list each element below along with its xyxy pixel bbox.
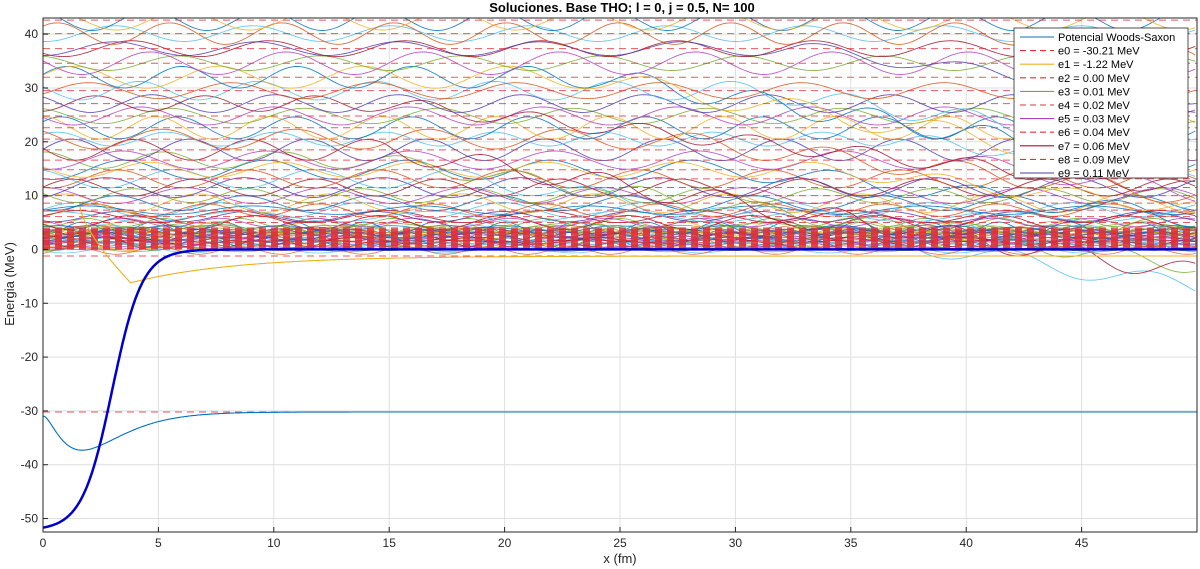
wavefunction-line	[43, 131, 1196, 177]
bound-state-e1-line	[79, 206, 1197, 284]
legend-label: e1 = -1.22 MeV	[1058, 59, 1134, 71]
y-tick-label: -40	[21, 458, 39, 472]
legend-label: e4 = 0.02 MeV	[1058, 100, 1131, 112]
legend-label: e5 = 0.03 MeV	[1058, 114, 1131, 126]
legend-label: e2 = 0.00 MeV	[1058, 73, 1131, 85]
wavefunction-line	[43, 55, 1196, 71]
y-tick-label: 0	[31, 242, 38, 256]
wavefunction-line	[43, 202, 1196, 219]
wavefunction-line	[43, 169, 1196, 189]
wavefunction-line	[77, 18, 1196, 31]
x-axis-ticks: 0 5 10 15 20 25 30 35 40 45	[40, 527, 1089, 550]
wavefunction-line	[43, 106, 1196, 126]
y-tick-label: -10	[21, 296, 39, 310]
wavefunction-line	[43, 217, 1196, 228]
bound-state-e0-line	[43, 411, 1197, 451]
chart-title: Soluciones. Base THO; l = 0, j = 0.5, N=…	[489, 0, 755, 15]
wavefunction-line	[58, 18, 1162, 31]
wavefunction-line	[43, 94, 1196, 113]
plot-content	[43, 18, 1197, 529]
wavefunction-line	[43, 211, 1196, 223]
x-tick-label: 40	[960, 536, 974, 550]
x-axis-label: x (fm)	[603, 551, 636, 566]
legend-label: e6 = 0.04 MeV	[1058, 127, 1131, 139]
legend-label: Potencial Woods-Saxon	[1058, 32, 1175, 44]
y-axis-ticks: -50 -40 -30 -20 -10 0 10 20 30 40	[21, 27, 48, 526]
wavefunction-line	[43, 128, 1196, 203]
x-tick-label: 45	[1075, 536, 1089, 550]
legend-box	[1013, 27, 1189, 179]
legend-label: e7 = 0.06 MeV	[1058, 141, 1131, 153]
legend-label: e8 = 0.09 MeV	[1058, 154, 1131, 166]
legend-label: e3 = 0.01 MeV	[1058, 86, 1131, 98]
wavefunction-line	[43, 41, 1196, 105]
bound-state-lines	[43, 206, 1197, 451]
wavefunction-line	[43, 210, 1196, 223]
y-axis-label: Energia (MeV)	[2, 242, 17, 326]
y-tick-label: -50	[21, 512, 39, 526]
y-tick-label: 30	[25, 81, 39, 95]
y-tick-label: 40	[25, 27, 39, 41]
y-tick-label: 10	[25, 189, 39, 203]
y-tick-label: -30	[21, 404, 39, 418]
wavefunction-line	[43, 138, 1196, 162]
legend-label: e0 = -30.21 MeV	[1058, 46, 1140, 58]
wavefunction-line	[43, 205, 1196, 215]
x-tick-label: 20	[498, 536, 512, 550]
x-tick-label: 10	[267, 536, 281, 550]
x-tick-label: 30	[729, 536, 743, 550]
wavefunction-line	[43, 82, 1196, 100]
wavefunction-line	[43, 22, 1196, 63]
energy-level-lines	[43, 19, 1197, 413]
woods-saxon-potential-line	[43, 248, 1197, 529]
wavefunction-line	[43, 107, 1196, 125]
x-tick-label: 0	[40, 536, 47, 550]
wavefunction-line	[43, 65, 1196, 177]
y-tick-label: -20	[21, 350, 39, 364]
legend-label: e9 = 0.11 MeV	[1058, 168, 1130, 180]
x-tick-label: 5	[155, 536, 162, 550]
y-tick-label: 20	[25, 135, 39, 149]
x-tick-label: 25	[613, 536, 627, 550]
x-tick-label: 15	[383, 536, 397, 550]
x-tick-label: 35	[844, 536, 858, 550]
